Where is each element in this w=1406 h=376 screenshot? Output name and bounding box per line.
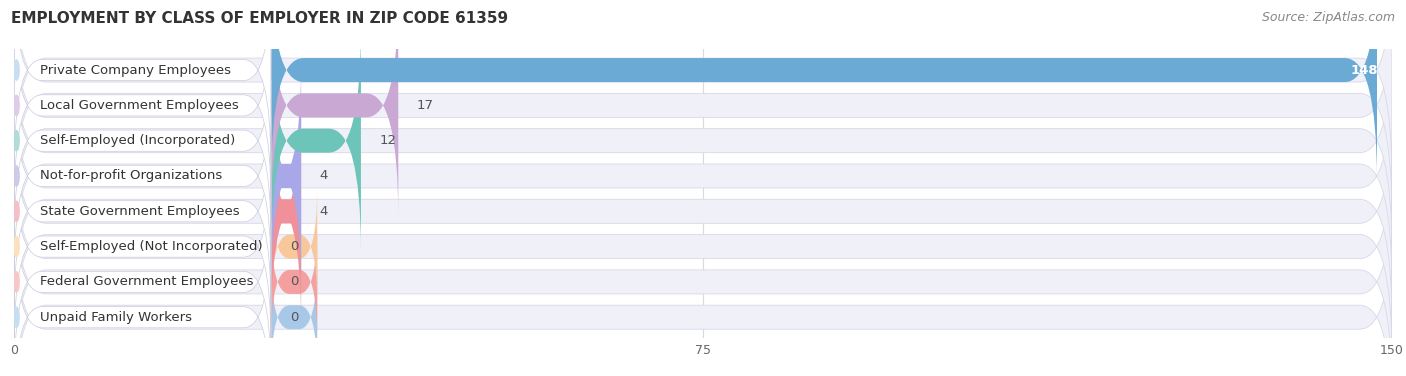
FancyBboxPatch shape	[14, 135, 1392, 358]
Text: 148: 148	[1351, 64, 1378, 77]
FancyBboxPatch shape	[269, 64, 304, 288]
FancyBboxPatch shape	[14, 100, 1392, 323]
Text: 17: 17	[416, 99, 433, 112]
FancyBboxPatch shape	[14, 29, 1392, 252]
FancyBboxPatch shape	[14, 222, 271, 376]
Text: 4: 4	[319, 205, 328, 218]
Text: 4: 4	[319, 170, 328, 182]
Text: EMPLOYMENT BY CLASS OF EMPLOYER IN ZIP CODE 61359: EMPLOYMENT BY CLASS OF EMPLOYER IN ZIP C…	[11, 11, 509, 26]
Text: Source: ZipAtlas.com: Source: ZipAtlas.com	[1261, 11, 1395, 24]
FancyBboxPatch shape	[271, 223, 318, 341]
Circle shape	[14, 60, 20, 80]
Circle shape	[14, 307, 20, 327]
Text: 0: 0	[290, 240, 298, 253]
FancyBboxPatch shape	[14, 151, 271, 342]
FancyBboxPatch shape	[14, 170, 1392, 376]
Circle shape	[14, 130, 20, 151]
Text: State Government Employees: State Government Employees	[41, 205, 240, 218]
FancyBboxPatch shape	[14, 45, 271, 236]
Circle shape	[14, 237, 20, 257]
Text: 12: 12	[380, 134, 396, 147]
Circle shape	[14, 166, 20, 186]
Text: Not-for-profit Organizations: Not-for-profit Organizations	[41, 170, 222, 182]
Text: 0: 0	[290, 275, 298, 288]
Text: Private Company Employees: Private Company Employees	[41, 64, 231, 77]
Text: Unpaid Family Workers: Unpaid Family Workers	[41, 311, 193, 324]
FancyBboxPatch shape	[14, 206, 1392, 376]
Text: 0: 0	[290, 311, 298, 324]
FancyBboxPatch shape	[271, 188, 318, 305]
FancyBboxPatch shape	[271, 259, 318, 376]
FancyBboxPatch shape	[271, 0, 1376, 182]
Circle shape	[14, 201, 20, 221]
FancyBboxPatch shape	[14, 81, 271, 271]
FancyBboxPatch shape	[14, 10, 271, 201]
Circle shape	[14, 95, 20, 115]
Text: Self-Employed (Not Incorporated): Self-Employed (Not Incorporated)	[41, 240, 263, 253]
FancyBboxPatch shape	[271, 0, 398, 217]
FancyBboxPatch shape	[14, 0, 1392, 217]
Text: Federal Government Employees: Federal Government Employees	[41, 275, 253, 288]
FancyBboxPatch shape	[14, 0, 271, 165]
FancyBboxPatch shape	[14, 64, 1392, 288]
FancyBboxPatch shape	[14, 116, 271, 306]
FancyBboxPatch shape	[14, 0, 1392, 182]
FancyBboxPatch shape	[271, 29, 361, 252]
Text: Local Government Employees: Local Government Employees	[41, 99, 239, 112]
Circle shape	[14, 272, 20, 292]
Text: Self-Employed (Incorporated): Self-Employed (Incorporated)	[41, 134, 235, 147]
FancyBboxPatch shape	[14, 186, 271, 376]
FancyBboxPatch shape	[269, 100, 304, 323]
